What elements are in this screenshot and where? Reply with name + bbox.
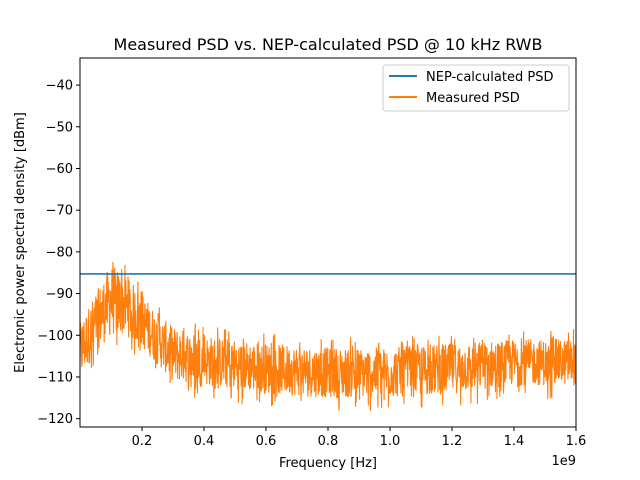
x-axis-ticks: 0.2 0.4 0.6 0.8 1.0 1.2 1.4 1.6 xyxy=(132,427,587,449)
legend-label-nep: NEP-calculated PSD xyxy=(426,70,553,85)
plot-area xyxy=(79,57,577,428)
y-tick-label: −120 xyxy=(37,412,73,427)
y-axis-label: Electronic power spectral density [dBm] xyxy=(13,112,28,373)
x-tick-label: 0.8 xyxy=(318,434,339,449)
series-measured-psd xyxy=(80,261,576,411)
y-axis-ticks: −120 −110 −100 −90 −80 −70 −60 −50 −40 xyxy=(37,79,80,427)
y-tick-label: −90 xyxy=(46,287,73,302)
x-axis-offset-text: 1e9 xyxy=(551,454,576,469)
y-tick-label: −50 xyxy=(46,120,73,135)
x-axis-label: Frequency [Hz] xyxy=(279,456,377,471)
series-layer xyxy=(80,261,576,411)
legend-box xyxy=(382,64,570,112)
y-tick-label: −110 xyxy=(37,370,73,385)
x-tick-label: 1.4 xyxy=(504,434,525,449)
x-tick-label: 1.0 xyxy=(380,434,401,449)
x-tick-label: 0.4 xyxy=(194,434,215,449)
legend-label-measured: Measured PSD xyxy=(426,91,520,106)
x-tick-label: 1.6 xyxy=(566,434,587,449)
chart-title: Measured PSD vs. NEP-calculated PSD @ 10… xyxy=(114,35,543,54)
y-tick-label: −40 xyxy=(46,79,73,94)
y-tick-label: −100 xyxy=(37,329,73,344)
legend: NEP-calculated PSD Measured PSD xyxy=(382,64,570,112)
x-tick-label: 0.6 xyxy=(256,434,277,449)
y-tick-label: −60 xyxy=(46,162,73,177)
y-tick-label: −80 xyxy=(46,245,73,260)
x-tick-label: 1.2 xyxy=(442,434,463,449)
x-tick-label: 0.2 xyxy=(132,434,153,449)
y-tick-label: −70 xyxy=(46,204,73,219)
